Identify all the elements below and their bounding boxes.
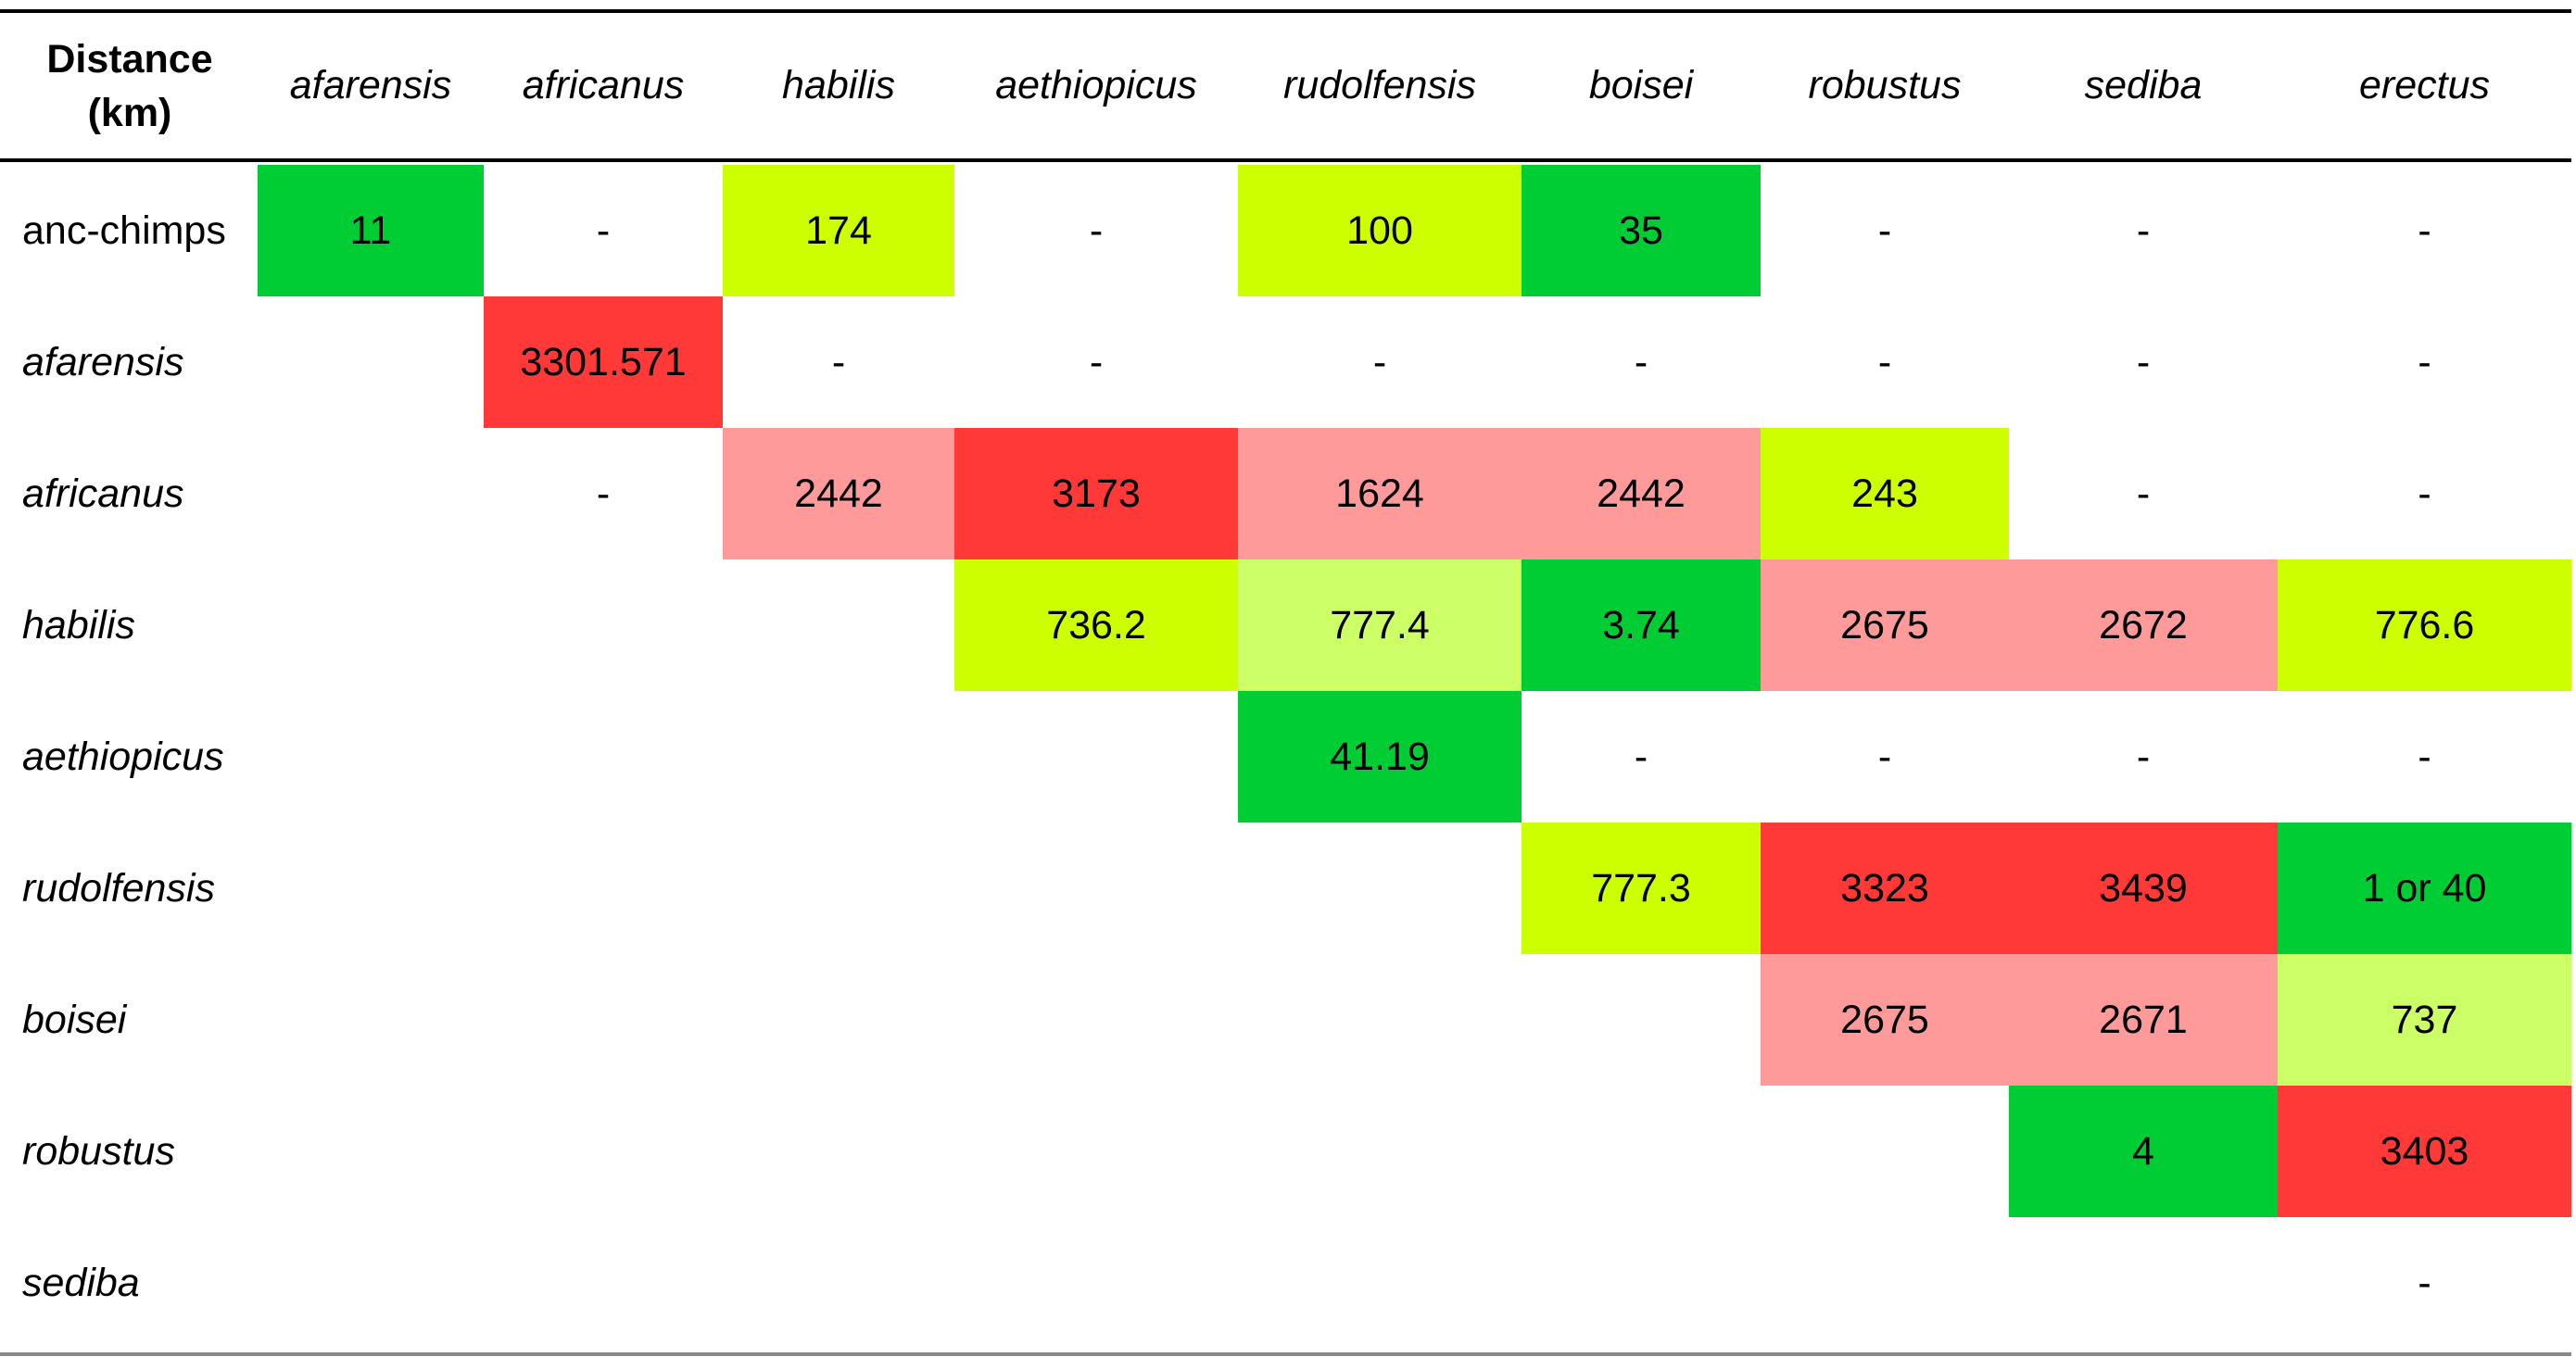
corner-header-line-2: (km) bbox=[87, 91, 172, 135]
cell-sediba-erectus: - bbox=[2418, 1260, 2431, 1305]
cell-anc-chimps-aethiopicus: - bbox=[1089, 207, 1104, 253]
column-header-sediba: sediba bbox=[2084, 63, 2203, 107]
cell-anc-chimps-boisei: 35 bbox=[1522, 165, 1761, 296]
cell-anc-chimps-robustus: - bbox=[1877, 207, 1892, 253]
cell-afarensis-aethiopicus: - bbox=[1089, 339, 1104, 384]
row-header-africanus: africanus bbox=[22, 471, 184, 516]
table-top-rule bbox=[0, 9, 2571, 13]
row-header-rudolfensis: rudolfensis bbox=[22, 865, 215, 911]
column-header-habilis: habilis bbox=[782, 63, 895, 107]
column-header-rudolfensis: rudolfensis bbox=[1283, 63, 1476, 107]
cell-anc-chimps-erectus: - bbox=[2418, 207, 2431, 253]
row-header-boisei: boisei bbox=[22, 997, 127, 1042]
column-header-erectus: erectus bbox=[2358, 63, 2490, 107]
cell-africanus-rudolfensis: 1624 bbox=[1238, 428, 1522, 559]
row-header-habilis: habilis bbox=[22, 602, 135, 647]
cell-rudolfensis-erectus: 1 or 40 bbox=[2278, 823, 2571, 954]
cell-habilis-sediba: 2672 bbox=[2009, 559, 2278, 691]
cell-afarensis-rudolfensis: - bbox=[1372, 339, 1387, 384]
cell-boisei-erectus: 737 bbox=[2278, 954, 2571, 1086]
cell-afarensis-erectus: - bbox=[2418, 339, 2431, 384]
corner-header: Distance (km) bbox=[19, 26, 241, 146]
row-header-afarensis: afarensis bbox=[22, 339, 184, 384]
cell-aethiopicus-rudolfensis: 41.19 bbox=[1238, 691, 1522, 823]
cell-aethiopicus-boisei: - bbox=[1634, 734, 1648, 779]
cell-rudolfensis-robustus: 3323 bbox=[1761, 823, 2009, 954]
cell-afarensis-sediba: - bbox=[2136, 339, 2151, 384]
cell-africanus-habilis: 2442 bbox=[723, 428, 954, 559]
cell-africanus-erectus: - bbox=[2418, 471, 2431, 516]
cell-anc-chimps-sediba: - bbox=[2136, 207, 2151, 253]
table-header-rule bbox=[0, 158, 2571, 162]
cell-aethiopicus-sediba: - bbox=[2136, 734, 2151, 779]
cell-habilis-aethiopicus: 736.2 bbox=[954, 559, 1238, 691]
cell-aethiopicus-erectus: - bbox=[2418, 734, 2431, 779]
cell-afarensis-habilis: - bbox=[831, 339, 846, 384]
cell-anc-chimps-rudolfensis: 100 bbox=[1238, 165, 1522, 296]
cell-rudolfensis-sediba: 3439 bbox=[2009, 823, 2278, 954]
cell-afarensis-africanus: 3301.571 bbox=[484, 296, 723, 428]
cell-habilis-rudolfensis: 777.4 bbox=[1238, 559, 1522, 691]
column-header-boisei: boisei bbox=[1588, 63, 1694, 107]
column-header-africanus: africanus bbox=[522, 63, 685, 107]
cell-africanus-boisei: 2442 bbox=[1522, 428, 1761, 559]
cell-robustus-sediba: 4 bbox=[2009, 1086, 2278, 1217]
cell-aethiopicus-robustus: - bbox=[1877, 734, 1892, 779]
row-header-aethiopicus: aethiopicus bbox=[22, 734, 224, 779]
cell-africanus-sediba: - bbox=[2136, 471, 2151, 516]
column-header-robustus: robustus bbox=[1808, 63, 1962, 107]
corner-header-line-1: Distance bbox=[46, 37, 213, 82]
column-header-afarensis: afarensis bbox=[289, 63, 452, 107]
cell-anc-chimps-afarensis: 11 bbox=[258, 165, 484, 296]
row-header-anc-chimps: anc-chimps bbox=[22, 207, 226, 253]
cell-robustus-erectus: 3403 bbox=[2278, 1086, 2571, 1217]
cell-anc-chimps-habilis: 174 bbox=[723, 165, 954, 296]
cell-africanus-aethiopicus: 3173 bbox=[954, 428, 1238, 559]
cell-boisei-robustus: 2675 bbox=[1761, 954, 2009, 1086]
cell-anc-chimps-africanus: - bbox=[596, 207, 611, 253]
cell-habilis-erectus: 776.6 bbox=[2278, 559, 2571, 691]
cell-rudolfensis-boisei: 777.3 bbox=[1522, 823, 1761, 954]
cell-boisei-sediba: 2671 bbox=[2009, 954, 2278, 1086]
cell-habilis-boisei: 3.74 bbox=[1522, 559, 1761, 691]
column-header-aethiopicus: aethiopicus bbox=[995, 63, 1197, 107]
table-bottom-rule bbox=[0, 1352, 2571, 1356]
row-header-sediba: sediba bbox=[22, 1260, 140, 1305]
cell-habilis-robustus: 2675 bbox=[1761, 559, 2009, 691]
cell-africanus-africanus: - bbox=[596, 471, 611, 516]
cell-africanus-robustus: 243 bbox=[1761, 428, 2009, 559]
cell-afarensis-boisei: - bbox=[1634, 339, 1648, 384]
row-header-robustus: robustus bbox=[22, 1128, 175, 1174]
cell-afarensis-robustus: - bbox=[1877, 339, 1892, 384]
